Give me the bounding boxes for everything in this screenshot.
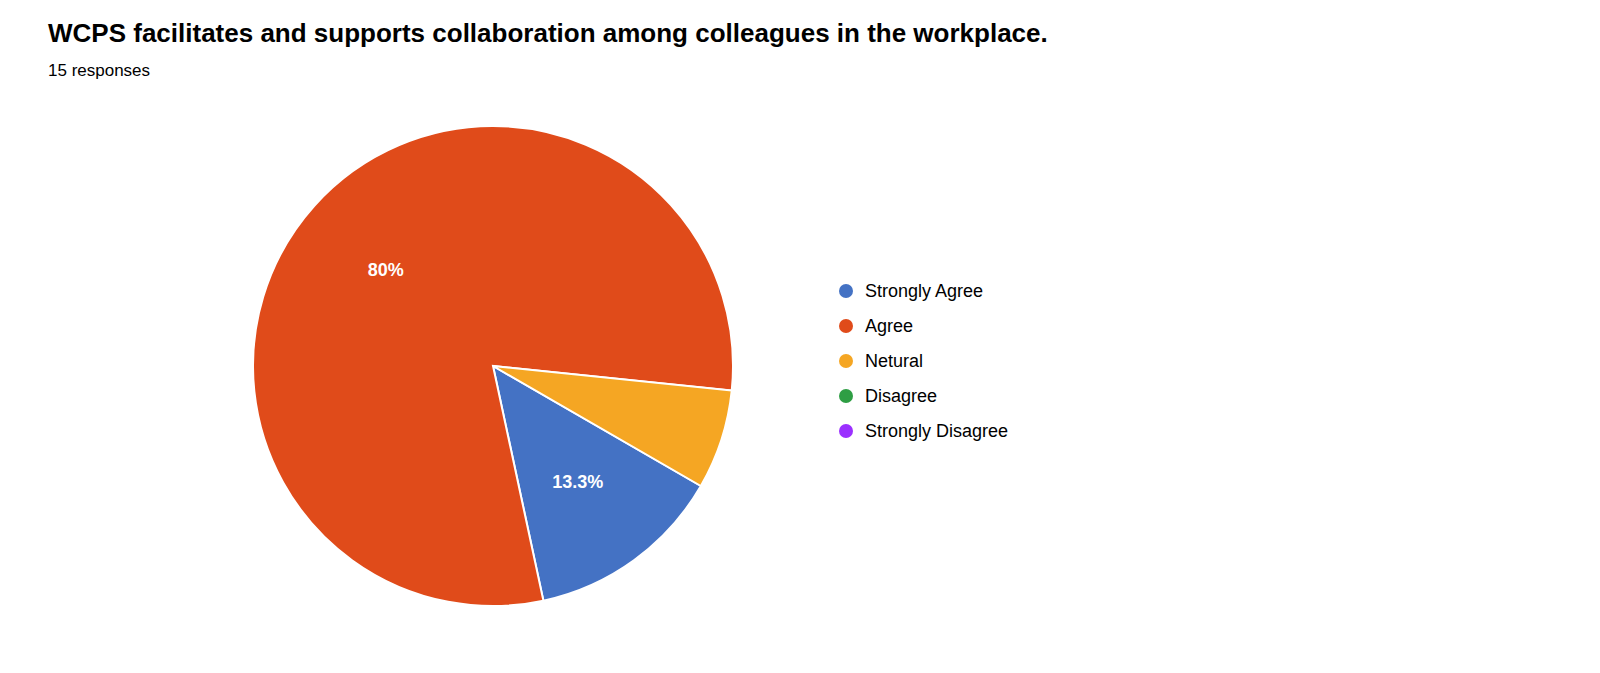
html-text:Agree: Agree <box>864 315 913 336</box>
html-text:15 responses: 15 responses <box>48 61 151 80</box>
html-text:WCPS facilitates and supports: WCPS facilitates and supports collaborat… <box>48 18 1048 48</box>
svg-text:13.3%: 13.3% <box>552 472 603 492</box>
html-text:Netural: Netural <box>864 350 923 371</box>
html-text:Strongly Disagree: Strongly Disagree <box>864 420 1008 441</box>
svg-text:80%: 80% <box>368 260 404 280</box>
html-text:Disagree: Disagree <box>864 385 937 406</box>
html-text:Strongly Agree: Strongly Agree <box>864 280 983 301</box>
